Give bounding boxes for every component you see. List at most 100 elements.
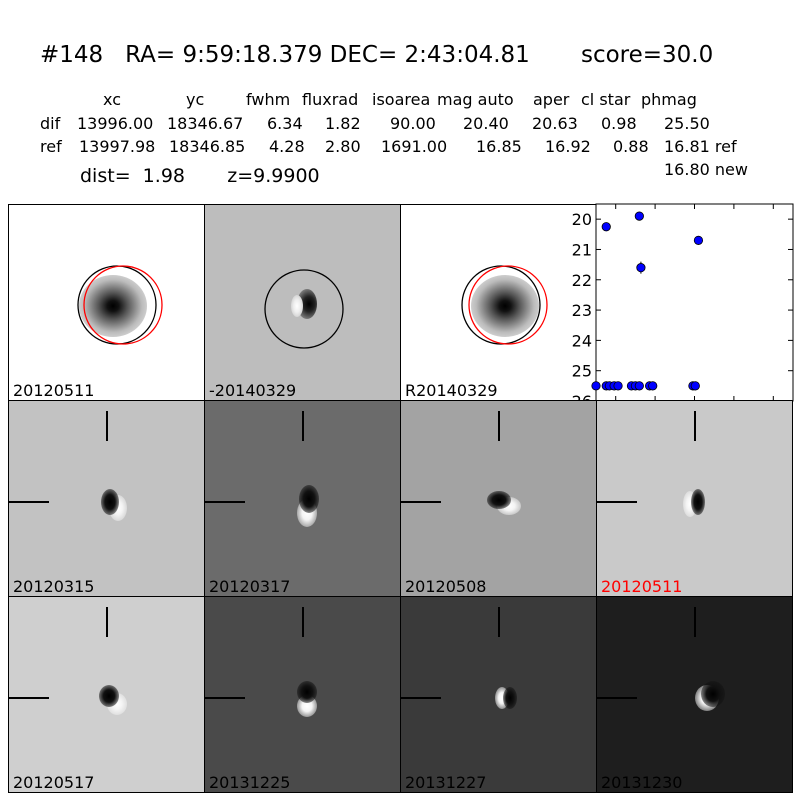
cell: 2.80 [325,137,361,156]
col-yc: yc [186,90,205,109]
cutout-date-label: 20120508 [405,577,487,596]
data-point [601,222,611,232]
cell: 20.40 [463,114,509,133]
red-aperture-circle [468,265,548,345]
y-tick-label: 22 [572,271,592,290]
cell: 16.81 ref [664,137,737,156]
crosshair-left-tick [597,501,637,503]
crosshair-top-tick [498,607,500,637]
dist-redshift: dist= 1.98 z=9.9900 [80,165,320,187]
cell: 16.92 [545,137,591,156]
difference-stamp-panel: -20140329 [204,204,401,401]
crosshair-top-tick [694,607,696,637]
source-dark-core [101,489,119,515]
source-dark-core [691,489,705,515]
cell: 25.50 [664,114,710,133]
data-point [591,381,601,391]
panel-date-label: -20140329 [209,381,297,400]
cutout-date-label: 20120511 [601,577,683,596]
black-aperture-circle [77,265,157,345]
cell: 1691.00 [381,137,448,156]
crosshair-left-tick [205,501,245,503]
cutout-panel: 20120511 [596,400,793,597]
cutout-date-label: 20120317 [209,577,291,596]
source-dark-core [297,681,317,703]
data-point [693,235,704,245]
data-point [690,381,700,391]
crosshair-left-tick [597,697,637,699]
data-point [636,263,646,273]
row-label: dif [40,114,61,133]
black-aperture-circle [264,269,344,349]
y-tick-label: 23 [572,301,592,320]
source-dark-core [299,485,319,513]
cell: 0.98 [601,114,637,133]
crosshair-left-tick [401,501,441,503]
reference-stamp-panel: 20120511 [8,204,205,401]
row-label: ref [40,137,62,156]
cutout-date-label: 20120517 [13,773,95,792]
col-mag-auto: mag auto [437,90,514,109]
cell: 90.00 [390,114,436,133]
y-tick-label: 21 [572,240,592,259]
cutout-panel: 20131227 [400,596,597,793]
data-point [634,381,644,391]
crosshair-left-tick [401,697,441,699]
cutout-panel: 20120517 [8,596,205,793]
cutout-panel: 20120315 [8,400,205,597]
red-aperture-circle [83,265,163,345]
cell: 16.85 [476,137,522,156]
col-cl-star: cl star [581,90,631,109]
data-point [634,211,644,221]
y-tick-label: 24 [572,331,592,350]
cell: 4.28 [269,137,305,156]
cell: 20.63 [532,114,578,133]
black-aperture-circle [461,265,541,345]
cell: 6.34 [267,114,303,133]
col-fwhm: fwhm [246,90,291,109]
cutout-date-label: 20120315 [13,577,95,596]
cell: 13997.98 [79,137,156,156]
cell: 13996.00 [77,114,154,133]
light-curve-chart: 20212223242526-100-50050100 [572,203,794,425]
source-dark-core [701,681,725,707]
source-dark-core [503,687,517,709]
data-point [648,381,658,391]
cutout-date-label: 20131227 [405,773,487,792]
cell: 18346.85 [169,137,246,156]
col-xc: xc [103,90,121,109]
crosshair-left-tick [9,697,49,699]
data-point [613,381,623,391]
crosshair-top-tick [498,411,500,441]
new-mag: 16.80 new [664,160,748,179]
crosshair-top-tick [302,607,304,637]
source-dark-core [99,685,119,707]
source-blob-residual [291,295,303,317]
cutout-panel: 20120317 [204,400,401,597]
crosshair-top-tick [106,411,108,441]
cutout-date-label: 20131225 [209,773,291,792]
crosshair-top-tick [694,411,696,441]
panel-date-label: 20120511 [13,381,95,400]
source-blob [471,275,539,337]
y-tick-label: 20 [572,210,592,229]
panel-date-label: R20140329 [405,381,498,400]
source-dark-core [487,491,511,509]
col-phmag: phmag [641,90,697,109]
cutout-date-label: 20131230 [601,773,683,792]
col-isoarea: isoarea [372,90,431,109]
cell: 1.82 [325,114,361,133]
crosshair-top-tick [106,607,108,637]
light-curve-svg: 20212223242526-100-50050100 [572,203,794,425]
cell: 18346.67 [167,114,244,133]
cutout-panel: 20120508 [400,400,597,597]
col-aper: aper [533,90,570,109]
cutout-panel: 20131230 [596,596,793,793]
cutout-panel: 20131225 [204,596,401,793]
cell: 0.88 [613,137,649,156]
candidate-title: #148 RA= 9:59:18.379 DEC= 2:43:04.81 sco… [40,42,714,68]
crosshair-top-tick [302,411,304,441]
new-stamp-panel: R20140329 [400,204,597,401]
crosshair-left-tick [205,697,245,699]
plot-frame [595,203,794,402]
